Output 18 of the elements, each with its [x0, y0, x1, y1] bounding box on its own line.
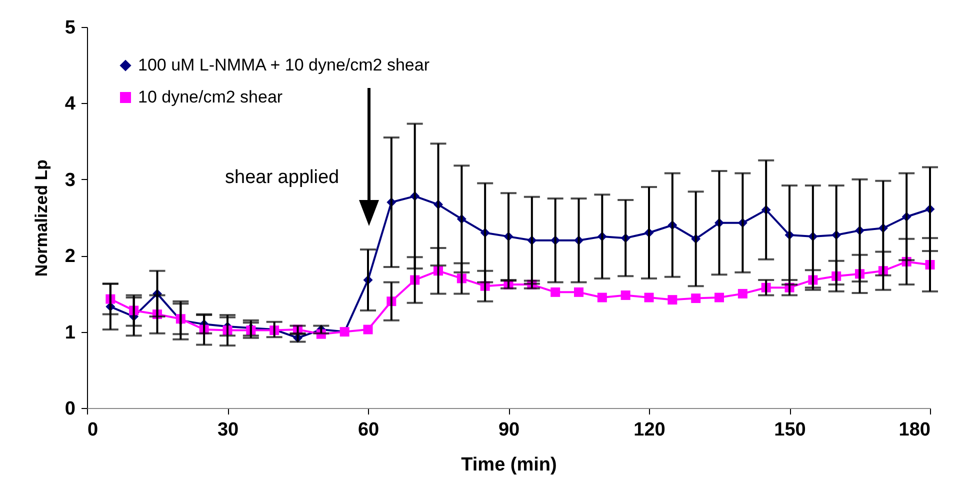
- annotation: shear applied: [225, 167, 340, 189]
- x-tick-label: 60: [358, 420, 380, 440]
- x-tick-label: 0: [88, 420, 98, 440]
- y-axis-title: Normalized Lp: [32, 159, 51, 277]
- y-tick-label: 1: [64, 322, 76, 344]
- y-tick-label: 4: [64, 94, 76, 115]
- x-tick-label: 90: [498, 420, 520, 440]
- y-tick-label: 2: [64, 246, 76, 268]
- x-tick-label: 180: [898, 420, 930, 440]
- y-tick-label: 0: [64, 398, 76, 420]
- x-axis-title: Time (min): [461, 454, 557, 476]
- y-tick-label: 5: [64, 18, 76, 38]
- x-tick-label: 150: [774, 420, 806, 440]
- legend-label: 100 uM L-NMMA + 10 dyne/cm2 shear: [138, 56, 430, 74]
- y-tick-label: 3: [64, 170, 76, 191]
- x-tick-label: 120: [634, 420, 666, 440]
- legend-label: 10 dyne/cm2 shear: [138, 88, 283, 106]
- x-tick-label: 30: [217, 420, 239, 440]
